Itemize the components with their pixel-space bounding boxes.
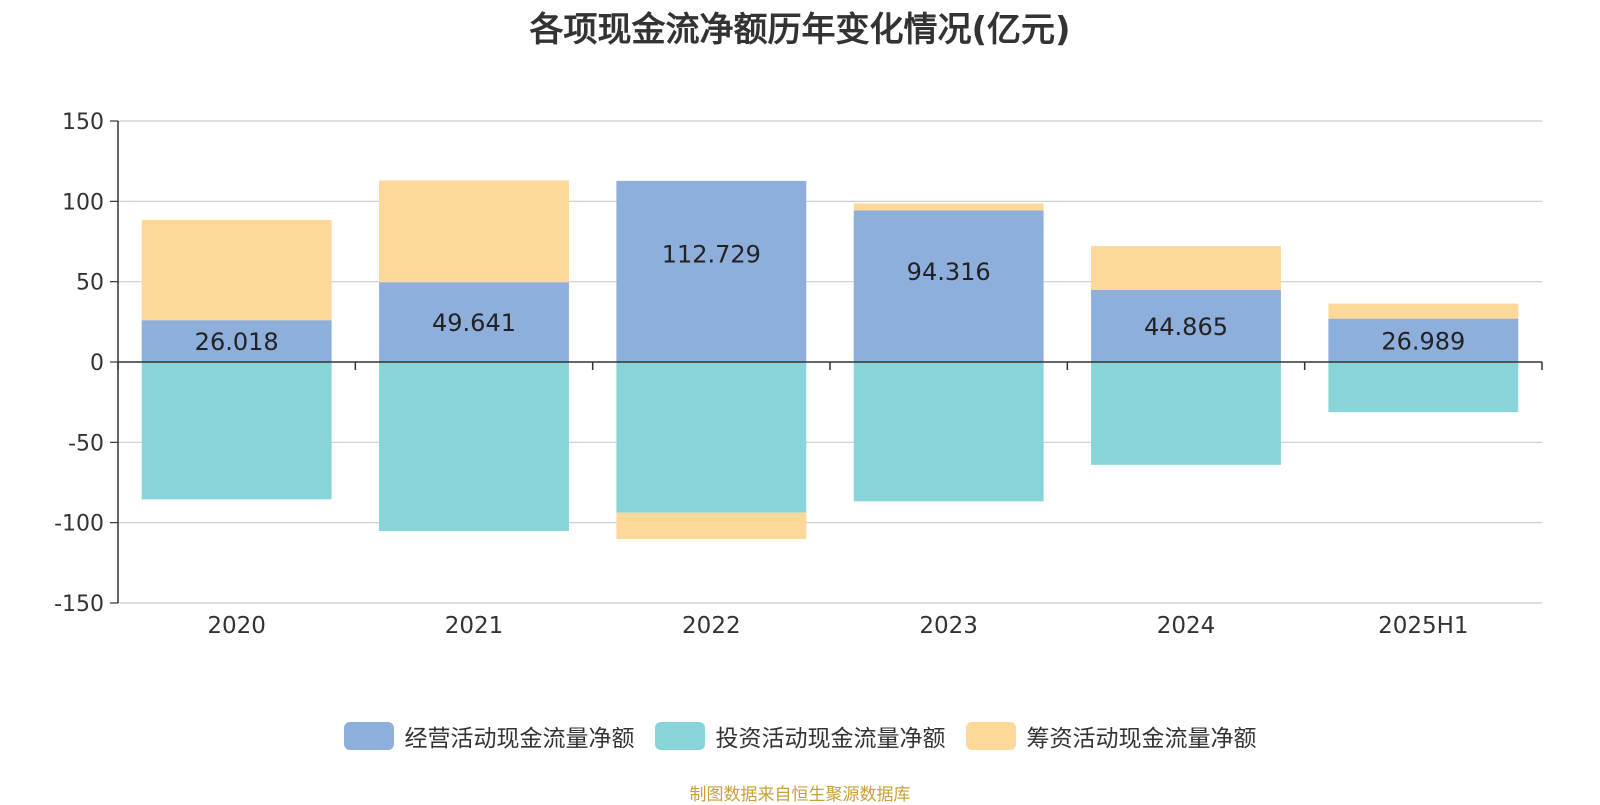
y-tick-label: -50	[68, 431, 104, 456]
bar-2025H1-series-0[interactable]	[1328, 318, 1519, 362]
source-note: 制图数据来自恒生聚源数据库	[689, 785, 911, 805]
y-tick-label: 100	[62, 190, 104, 215]
bars	[141, 180, 1519, 540]
data-label-2024: 44.865	[1144, 313, 1228, 341]
bar-2023-series-0[interactable]	[853, 210, 1044, 362]
legend-swatch-financing	[965, 722, 1016, 750]
y-tick-label: 50	[76, 271, 104, 296]
bar-2023-series-1[interactable]	[853, 362, 1044, 502]
data-label-2021: 49.641	[432, 309, 516, 337]
y-tick-label: 150	[62, 110, 104, 135]
bar-2021-series-1[interactable]	[379, 362, 569, 532]
stacked-bar-chart: 150 100 50 0 -50 -100 -150 2020 2021 2022 2023 2024…	[54, 110, 1543, 639]
axes: 150 100 50 0 -50 -100 -150 2020 2021 2022 2023 2024…	[54, 110, 1543, 639]
data-labels: 26.018 49.641 112.729 94.316 44.865 26.989	[195, 240, 1466, 356]
bar-2024-series-1[interactable]	[1091, 362, 1281, 465]
legend-label-operating: 经营活动现金流量净额	[404, 726, 635, 752]
chart-title: 各项现金流净额历年变化情况(亿元)	[529, 10, 1071, 50]
data-label-2023: 94.316	[907, 258, 991, 286]
bar-2021-series-0[interactable]	[379, 282, 569, 362]
bar-2022-series-1[interactable]	[616, 362, 807, 513]
bar-2022-series-2[interactable]	[616, 512, 807, 540]
bar-2023-series-2[interactable]	[853, 203, 1044, 211]
bar-2025H1-series-1[interactable]	[1328, 362, 1519, 413]
x-tick-label-2021: 2021	[445, 613, 504, 639]
bar-2020-series-1[interactable]	[141, 362, 332, 500]
bar-2025H1-series-2[interactable]	[1328, 303, 1519, 319]
x-tick-label-2023: 2023	[919, 613, 978, 639]
y-tick-label: 0	[90, 351, 104, 376]
x-tick-label-2020: 2020	[207, 613, 266, 639]
chart-legend: 经营活动现金流量净额 投资活动现金流量净额 筹资活动现金流量净额	[0, 719, 1600, 753]
bar-2024-series-2[interactable]	[1091, 246, 1281, 290]
data-label-2020: 26.018	[195, 328, 279, 356]
legend-label-investing: 投资活动现金流量净额	[715, 726, 946, 752]
bar-2020-series-0[interactable]	[141, 320, 332, 362]
y-tick-label: -150	[54, 592, 104, 617]
legend-swatch-operating	[343, 722, 394, 750]
gridlines	[118, 120, 1542, 604]
bar-2021-series-2[interactable]	[379, 180, 569, 283]
bar-2020-series-2[interactable]	[141, 219, 332, 321]
legend-item-operating[interactable]: 经营活动现金流量净额	[343, 719, 635, 753]
bar-2022-series-0[interactable]	[616, 180, 807, 362]
bar-2024-series-0[interactable]	[1091, 289, 1281, 362]
data-label-2025H1: 26.989	[1381, 327, 1465, 355]
y-tick-label: -100	[54, 512, 104, 537]
x-tick-label-2024: 2024	[1157, 613, 1216, 639]
x-tick-label-2025H1: 2025H1	[1378, 613, 1468, 639]
legend-swatch-investing	[654, 722, 705, 750]
legend-item-investing[interactable]: 投资活动现金流量净额	[654, 719, 946, 753]
data-label-2022: 112.729	[662, 240, 761, 268]
legend-item-financing[interactable]: 筹资活动现金流量净额	[965, 719, 1257, 753]
legend-label-financing: 筹资活动现金流量净额	[1026, 726, 1257, 752]
x-tick-label-2022: 2022	[682, 613, 741, 639]
